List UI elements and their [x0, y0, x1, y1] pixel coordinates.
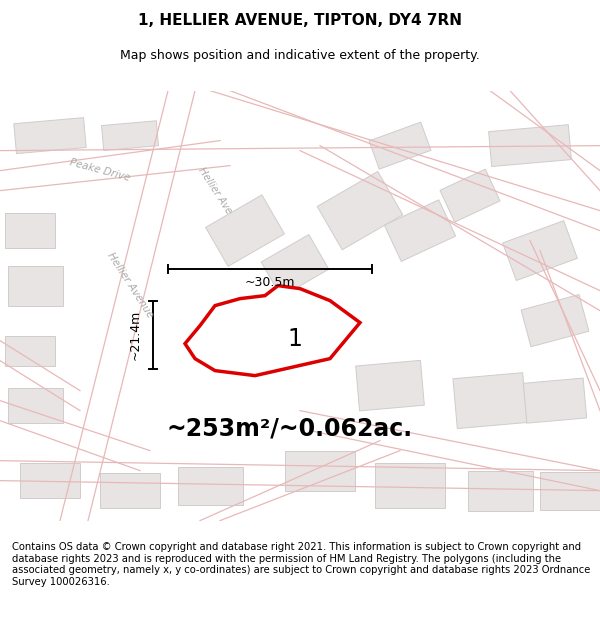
Text: Peake Drive: Peake Drive [68, 158, 131, 184]
Polygon shape [453, 372, 527, 429]
Text: Hellier Ave: Hellier Ave [196, 166, 233, 216]
Polygon shape [5, 336, 55, 366]
Polygon shape [261, 234, 329, 297]
Polygon shape [488, 125, 571, 166]
Polygon shape [7, 266, 62, 306]
Polygon shape [440, 169, 500, 222]
Polygon shape [206, 195, 284, 266]
Polygon shape [503, 221, 577, 281]
Polygon shape [385, 200, 455, 261]
Polygon shape [7, 388, 62, 423]
Polygon shape [540, 472, 600, 509]
Polygon shape [523, 378, 587, 423]
Polygon shape [5, 213, 55, 248]
Polygon shape [521, 294, 589, 347]
Text: 1: 1 [287, 327, 302, 351]
Polygon shape [375, 463, 445, 508]
Polygon shape [20, 463, 80, 498]
Text: ~253m²/~0.062ac.: ~253m²/~0.062ac. [167, 417, 413, 441]
Polygon shape [101, 121, 158, 151]
Polygon shape [227, 315, 283, 366]
Polygon shape [285, 451, 355, 491]
Polygon shape [317, 171, 403, 250]
Text: Hellier Avenue: Hellier Avenue [105, 251, 155, 320]
Polygon shape [369, 122, 431, 169]
Polygon shape [467, 471, 533, 511]
Text: 1, HELLIER AVENUE, TIPTON, DY4 7RN: 1, HELLIER AVENUE, TIPTON, DY4 7RN [138, 13, 462, 28]
Polygon shape [356, 361, 424, 411]
Polygon shape [14, 118, 86, 154]
Text: ~30.5m: ~30.5m [245, 276, 295, 289]
Polygon shape [185, 286, 360, 376]
Text: ~21.4m: ~21.4m [128, 309, 142, 360]
Polygon shape [178, 467, 242, 504]
Polygon shape [100, 473, 160, 508]
Text: Map shows position and indicative extent of the property.: Map shows position and indicative extent… [120, 49, 480, 62]
Text: Contains OS data © Crown copyright and database right 2021. This information is : Contains OS data © Crown copyright and d… [12, 542, 590, 587]
